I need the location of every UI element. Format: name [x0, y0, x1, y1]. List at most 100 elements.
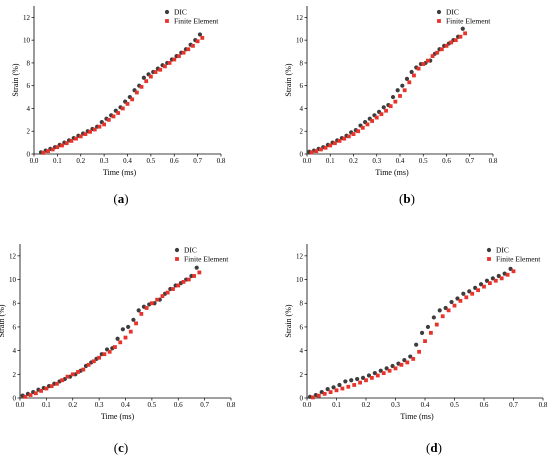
fe-point: [423, 339, 427, 344]
dic-point: [425, 324, 431, 330]
x-tick-label: 0.4: [121, 401, 130, 409]
dic-point: [194, 265, 199, 270]
fe-point: [165, 290, 170, 295]
fe-point: [365, 122, 370, 127]
y-tick-label: 0: [13, 395, 17, 403]
fe-point: [499, 276, 504, 281]
dic-point: [409, 69, 414, 75]
fe-point: [144, 306, 149, 310]
dic-point: [337, 382, 342, 388]
fe-point: [352, 383, 357, 387]
legend-label: Finite Element: [496, 255, 541, 264]
fe-point: [116, 111, 121, 115]
dic-point: [414, 342, 419, 347]
dic-point: [437, 308, 442, 313]
fe-point: [439, 47, 444, 52]
dic-point: [131, 317, 136, 322]
dic-point: [120, 327, 125, 332]
fe-point: [88, 129, 92, 134]
y-tick-label: 8: [27, 59, 31, 67]
dic-point: [395, 88, 400, 93]
fe-point: [316, 393, 321, 398]
fe-point: [453, 38, 458, 43]
fe-point: [337, 139, 342, 143]
fe-point: [160, 294, 165, 299]
y-tick-label: 12: [9, 252, 17, 260]
fe-point: [370, 375, 374, 380]
legend-label: Finite Element: [174, 17, 219, 26]
fe-point: [55, 145, 60, 150]
fe-point: [429, 330, 433, 335]
legend-dic-marker: [164, 9, 170, 15]
fe-point: [123, 335, 128, 340]
dic-point: [325, 387, 330, 392]
chart-panel-c: 0.0 0.1 0.2 0.3 0.4 0.5 0.6 0.7 0.8 0 2 4 6 8 10 12 Time…: [0, 244, 236, 455]
y-axis-title: Strain (%): [284, 304, 293, 337]
legend-dic-marker: [174, 247, 180, 253]
x-tick-label: 0.5: [419, 157, 428, 165]
y-tick-label: 12: [296, 14, 304, 22]
legend-dic-marker: [436, 9, 442, 15]
fe-point: [421, 62, 426, 66]
x-axis-title: Time (ms): [101, 412, 135, 421]
fe-point: [200, 35, 205, 40]
fe-point: [186, 277, 191, 282]
fe-point: [342, 136, 347, 141]
fe-point: [181, 50, 186, 55]
fe-point: [416, 66, 421, 71]
fe-point: [102, 352, 107, 357]
dic-point: [343, 379, 348, 384]
fe-point: [426, 58, 430, 63]
fe-point: [177, 54, 181, 58]
y-tick-label: 2: [13, 371, 17, 379]
y-tick-label: 2: [300, 128, 304, 136]
dic-point: [460, 26, 465, 31]
fe-point: [186, 47, 191, 52]
chart-panel-a: 0.0 0.1 0.2 0.3 0.4 0.5 0.6 0.7 0.8 0 2 4 6 8 10 12 Time…: [11, 6, 226, 206]
fe-point: [81, 367, 86, 372]
fe-point: [435, 50, 440, 55]
fe-point: [482, 284, 486, 289]
series-dic: [307, 26, 465, 154]
fe-point: [379, 112, 384, 117]
fe-point: [46, 149, 50, 154]
dic-point: [508, 266, 513, 271]
fe-point: [158, 67, 163, 72]
fe-point: [23, 394, 28, 399]
fe-point: [65, 374, 70, 379]
chart-panel-d: 0.0 0.1 0.2 0.3 0.4 0.5 0.6 0.7 0.8 0 2 4 6 8 10 12 Time…: [284, 244, 548, 455]
fe-point: [493, 278, 498, 283]
y-tick-label: 8: [300, 59, 304, 67]
y-tick-label: 6: [300, 82, 304, 90]
y-tick-label: 10: [9, 276, 17, 284]
legend-label: DIC: [446, 8, 459, 17]
fe-point: [488, 281, 492, 285]
fe-point: [44, 386, 49, 391]
panel-caption: (a): [113, 191, 128, 206]
fe-point: [384, 108, 388, 113]
y-tick-label: 10: [296, 276, 304, 284]
x-tick-label: 0.2: [76, 157, 85, 165]
fe-point: [41, 150, 46, 155]
dic-point: [478, 282, 484, 287]
fe-point: [149, 301, 154, 306]
fe-point: [97, 124, 102, 129]
fe-point: [334, 388, 339, 393]
legend-fe-marker: [487, 257, 491, 261]
y-tick-label: 2: [27, 128, 31, 136]
y-tick-label: 6: [13, 323, 17, 331]
dic-point: [449, 299, 454, 305]
x-tick-label: 0.7: [200, 401, 209, 409]
dic-point: [136, 308, 141, 313]
fe-point: [91, 359, 96, 364]
y-tick-label: 8: [13, 300, 17, 308]
y-tick-label: 6: [300, 323, 304, 331]
x-tick-label: 0.3: [100, 157, 109, 165]
fe-point: [446, 308, 451, 313]
x-tick-label: 0.8: [489, 157, 498, 165]
y-axis-title: Strain (%): [11, 63, 20, 96]
fe-point: [328, 143, 333, 148]
x-tick-label: 0.8: [217, 157, 226, 165]
dic-point: [400, 83, 405, 88]
x-tick-label: 0.5: [148, 401, 157, 409]
